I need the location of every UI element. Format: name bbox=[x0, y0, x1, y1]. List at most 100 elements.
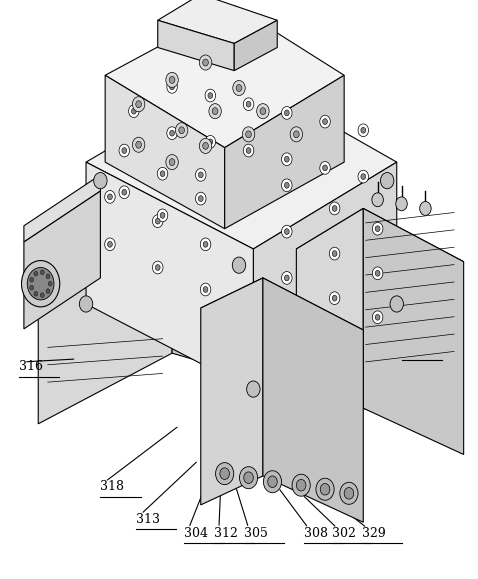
Circle shape bbox=[236, 85, 242, 91]
Circle shape bbox=[27, 267, 54, 300]
Circle shape bbox=[203, 241, 208, 247]
Circle shape bbox=[316, 478, 334, 500]
Circle shape bbox=[132, 137, 145, 152]
Polygon shape bbox=[38, 232, 172, 424]
Circle shape bbox=[155, 265, 160, 270]
Text: 302: 302 bbox=[332, 527, 356, 540]
Polygon shape bbox=[24, 175, 100, 242]
Polygon shape bbox=[172, 232, 397, 418]
Circle shape bbox=[257, 104, 269, 119]
Circle shape bbox=[105, 190, 115, 203]
Circle shape bbox=[79, 296, 93, 312]
Text: 308: 308 bbox=[304, 527, 327, 540]
Circle shape bbox=[284, 229, 289, 234]
Polygon shape bbox=[201, 278, 363, 360]
Circle shape bbox=[198, 196, 203, 201]
Circle shape bbox=[284, 275, 289, 281]
Circle shape bbox=[329, 292, 340, 305]
Circle shape bbox=[136, 101, 141, 108]
Circle shape bbox=[198, 172, 203, 178]
Polygon shape bbox=[24, 191, 100, 329]
Circle shape bbox=[132, 97, 145, 112]
Circle shape bbox=[131, 108, 136, 114]
Circle shape bbox=[166, 72, 178, 87]
Circle shape bbox=[94, 173, 107, 189]
Circle shape bbox=[166, 155, 178, 170]
Text: 316: 316 bbox=[19, 361, 43, 373]
Text: 329: 329 bbox=[362, 527, 386, 540]
Circle shape bbox=[323, 165, 327, 171]
Circle shape bbox=[169, 159, 175, 166]
Circle shape bbox=[196, 192, 206, 205]
Circle shape bbox=[34, 291, 38, 296]
Circle shape bbox=[216, 463, 234, 485]
Polygon shape bbox=[158, 0, 277, 43]
Polygon shape bbox=[296, 208, 464, 302]
Polygon shape bbox=[201, 278, 263, 505]
Circle shape bbox=[199, 55, 212, 70]
Circle shape bbox=[212, 108, 218, 115]
Polygon shape bbox=[86, 162, 253, 391]
Circle shape bbox=[179, 127, 185, 134]
Text: 312: 312 bbox=[214, 527, 238, 540]
Circle shape bbox=[372, 267, 383, 280]
Circle shape bbox=[358, 124, 369, 137]
Circle shape bbox=[22, 261, 60, 307]
Circle shape bbox=[282, 153, 292, 166]
Circle shape bbox=[34, 272, 38, 276]
Circle shape bbox=[208, 139, 213, 145]
Circle shape bbox=[263, 471, 282, 493]
Polygon shape bbox=[38, 232, 397, 378]
Circle shape bbox=[243, 144, 254, 157]
Circle shape bbox=[329, 247, 340, 260]
Circle shape bbox=[108, 194, 112, 200]
Polygon shape bbox=[158, 20, 234, 71]
Text: 315: 315 bbox=[402, 343, 425, 356]
Circle shape bbox=[323, 119, 327, 124]
Circle shape bbox=[340, 482, 358, 504]
Polygon shape bbox=[253, 162, 397, 391]
Circle shape bbox=[284, 182, 289, 188]
Circle shape bbox=[375, 314, 380, 320]
Circle shape bbox=[167, 127, 177, 140]
Circle shape bbox=[40, 270, 44, 274]
Circle shape bbox=[344, 488, 354, 499]
Circle shape bbox=[361, 174, 366, 179]
Circle shape bbox=[372, 311, 383, 324]
Circle shape bbox=[332, 251, 337, 256]
Circle shape bbox=[372, 222, 383, 235]
Text: 304: 304 bbox=[184, 527, 208, 540]
Circle shape bbox=[320, 162, 330, 174]
Circle shape bbox=[244, 472, 253, 483]
Circle shape bbox=[155, 218, 160, 224]
Polygon shape bbox=[86, 72, 397, 249]
Circle shape bbox=[242, 127, 255, 142]
Circle shape bbox=[284, 156, 289, 162]
Circle shape bbox=[136, 141, 141, 148]
Circle shape bbox=[268, 476, 277, 488]
Circle shape bbox=[157, 167, 168, 180]
Circle shape bbox=[372, 193, 383, 207]
Circle shape bbox=[329, 202, 340, 215]
Circle shape bbox=[282, 179, 292, 192]
Circle shape bbox=[30, 285, 33, 290]
Circle shape bbox=[239, 467, 258, 489]
Circle shape bbox=[396, 197, 407, 211]
Circle shape bbox=[282, 225, 292, 238]
Circle shape bbox=[320, 483, 330, 495]
Circle shape bbox=[332, 295, 337, 301]
Polygon shape bbox=[105, 75, 225, 229]
Circle shape bbox=[46, 289, 50, 294]
Circle shape bbox=[175, 123, 188, 138]
Circle shape bbox=[119, 186, 130, 199]
Circle shape bbox=[203, 59, 208, 66]
Circle shape bbox=[152, 261, 163, 274]
Circle shape bbox=[282, 107, 292, 119]
Circle shape bbox=[119, 144, 130, 157]
Circle shape bbox=[48, 281, 52, 286]
Circle shape bbox=[246, 101, 251, 107]
Circle shape bbox=[200, 238, 211, 251]
Circle shape bbox=[284, 110, 289, 116]
Circle shape bbox=[170, 84, 174, 90]
Circle shape bbox=[361, 127, 366, 133]
